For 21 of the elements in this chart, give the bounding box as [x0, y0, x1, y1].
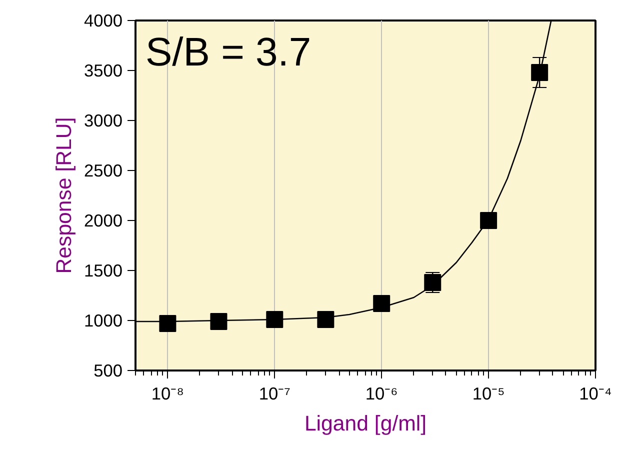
point	[317, 311, 334, 328]
x-tick-label: 10⁻⁴	[579, 384, 612, 404]
y-tick-label: 500	[94, 360, 123, 380]
y-tick-label: 4000	[84, 10, 123, 30]
y-tick-label: 2000	[84, 210, 123, 230]
y-tick-label: 2500	[84, 160, 123, 180]
annotation: S/B = 3.7	[146, 30, 312, 74]
x-tick-label: 10⁻⁸	[151, 384, 184, 404]
x-tick-label: 10⁻⁷	[258, 384, 290, 404]
x-axis-title: Ligand [g/ml]	[304, 412, 427, 436]
point	[266, 311, 284, 328]
x-tick-label: 10⁻⁶	[365, 384, 398, 404]
y-tick-label: 3500	[84, 60, 123, 80]
y-tick-label: 1000	[84, 310, 123, 330]
point	[373, 295, 390, 312]
y-axis-title: Response [RLU]	[52, 117, 76, 274]
y-tick-label: 1500	[84, 260, 123, 280]
x-tick-label: 10⁻⁵	[472, 384, 505, 404]
point	[531, 64, 548, 81]
point	[159, 315, 176, 332]
y-tick-label: 3000	[84, 110, 123, 130]
